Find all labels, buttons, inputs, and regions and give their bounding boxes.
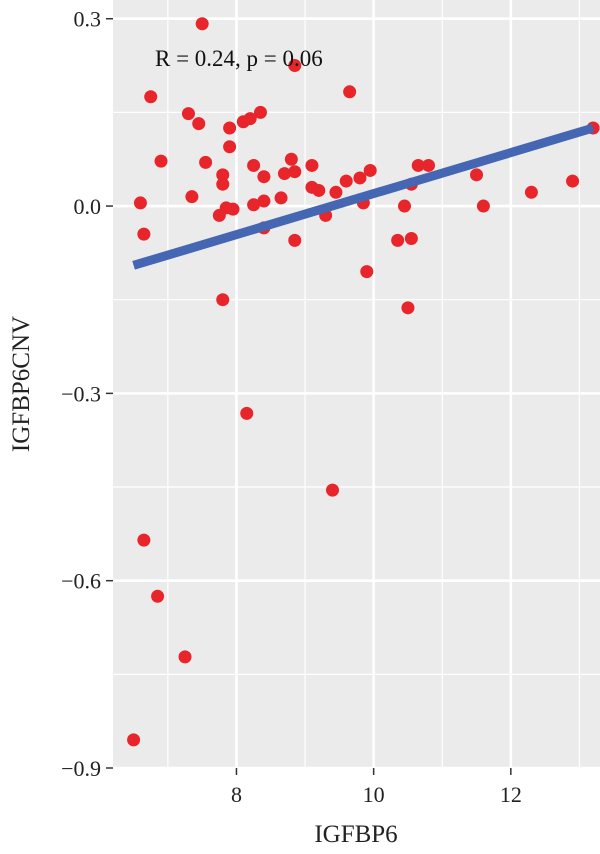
data-point bbox=[353, 171, 367, 185]
data-point bbox=[325, 483, 339, 497]
data-point bbox=[566, 174, 580, 188]
data-point bbox=[192, 117, 206, 131]
data-point bbox=[391, 233, 405, 247]
x-tick-label: 12 bbox=[500, 782, 522, 807]
axis-tick-labels: 8 10 12 0.3 0.0 −0.3 −0.6 −0.9 bbox=[61, 7, 522, 807]
data-point bbox=[398, 199, 412, 213]
data-point bbox=[360, 265, 374, 279]
data-point bbox=[343, 85, 357, 99]
y-axis-title: IGFBP6CNV bbox=[8, 316, 35, 452]
data-point bbox=[470, 168, 484, 182]
data-point bbox=[154, 154, 168, 168]
data-point bbox=[181, 107, 195, 121]
y-tick-label: −0.6 bbox=[61, 569, 101, 594]
x-tick-label: 10 bbox=[363, 782, 385, 807]
data-point bbox=[253, 105, 267, 119]
data-point bbox=[411, 158, 425, 172]
data-point bbox=[144, 90, 158, 104]
data-point bbox=[223, 121, 237, 135]
y-tick-label: −0.9 bbox=[61, 756, 101, 781]
data-point bbox=[133, 196, 147, 210]
axis-ticks bbox=[106, 17, 512, 775]
data-point bbox=[274, 191, 288, 205]
data-point bbox=[329, 185, 343, 199]
data-point bbox=[127, 733, 141, 747]
data-point bbox=[476, 199, 490, 213]
data-point bbox=[312, 183, 326, 197]
data-point bbox=[404, 232, 418, 246]
data-point bbox=[257, 170, 271, 184]
data-point bbox=[401, 301, 415, 315]
grid-lines bbox=[113, 0, 600, 770]
data-point bbox=[185, 190, 199, 204]
data-point bbox=[199, 155, 213, 169]
data-point bbox=[178, 650, 192, 664]
regression-line bbox=[132, 123, 595, 270]
data-point bbox=[195, 17, 209, 31]
data-point bbox=[288, 233, 302, 247]
data-point bbox=[240, 406, 254, 420]
data-point bbox=[288, 165, 302, 179]
data-point bbox=[247, 158, 261, 172]
data-point bbox=[524, 185, 538, 199]
x-axis-title: IGFBP6 bbox=[314, 821, 397, 848]
x-tick-label: 8 bbox=[231, 782, 242, 807]
data-point bbox=[363, 163, 377, 177]
data-point bbox=[223, 140, 237, 154]
y-tick-label: −0.3 bbox=[61, 381, 101, 406]
data-point bbox=[305, 158, 319, 172]
data-point bbox=[226, 202, 240, 216]
data-point bbox=[216, 293, 230, 307]
data-point bbox=[151, 589, 165, 603]
data-point bbox=[137, 227, 151, 241]
y-tick-label: 0.3 bbox=[74, 7, 102, 32]
data-point bbox=[257, 194, 271, 208]
data-point bbox=[247, 198, 261, 212]
data-point bbox=[277, 167, 291, 181]
data-point bbox=[137, 533, 151, 547]
data-point bbox=[339, 174, 353, 188]
data-point bbox=[216, 168, 230, 182]
data-point bbox=[288, 59, 302, 73]
y-tick-label: 0.0 bbox=[74, 194, 102, 219]
correlation-annotation: R = 0.24, p = 0.06 bbox=[155, 46, 323, 71]
data-point bbox=[422, 158, 436, 172]
data-point bbox=[212, 208, 226, 222]
data-point bbox=[284, 152, 298, 166]
data-point bbox=[216, 177, 230, 191]
data-point bbox=[243, 112, 257, 126]
